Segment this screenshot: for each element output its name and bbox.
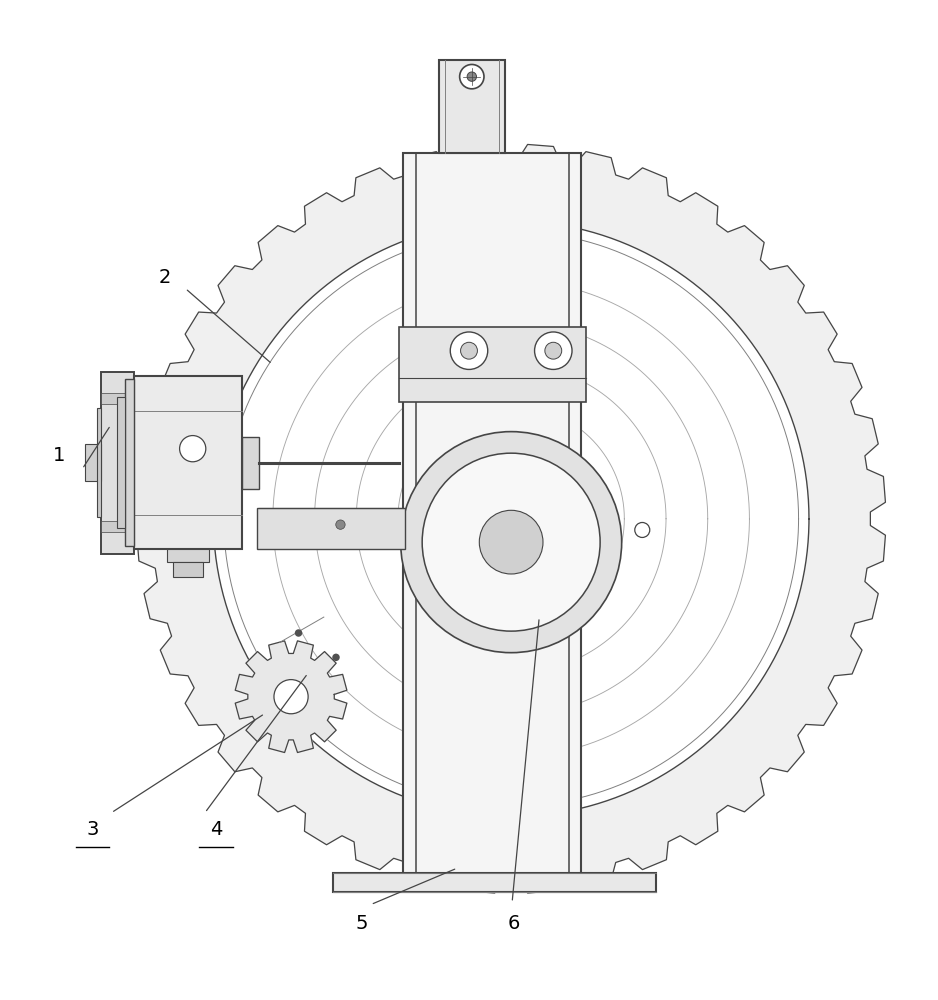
Bar [439,60,505,153]
Polygon shape [235,641,347,753]
Circle shape [295,629,302,637]
Circle shape [332,654,340,661]
Circle shape [179,436,205,462]
Bar [403,153,582,889]
Bar [257,508,405,549]
Polygon shape [213,221,809,817]
Text: 4: 4 [210,820,222,839]
Circle shape [479,510,543,574]
Bar [101,393,134,404]
Bar [101,372,134,554]
Bar [84,444,101,481]
Circle shape [422,453,600,631]
Circle shape [336,520,345,529]
Text: 6: 6 [507,914,521,933]
Circle shape [461,342,477,359]
Bar [399,327,586,402]
Circle shape [635,522,650,537]
Text: 5: 5 [356,914,368,933]
Circle shape [467,72,477,81]
Bar [173,562,203,577]
Circle shape [545,342,562,359]
Text: 3: 3 [86,820,98,839]
Bar [242,437,259,489]
Polygon shape [137,144,885,893]
Bar [101,521,134,532]
Text: 1: 1 [53,446,65,465]
Bar [117,397,125,528]
Text: 2: 2 [159,268,171,287]
Circle shape [535,332,572,369]
Bar [333,873,657,892]
Circle shape [274,680,308,714]
Circle shape [401,432,622,653]
Bar [97,408,101,517]
Circle shape [460,64,484,89]
Bar [167,549,208,562]
Bar [134,376,242,549]
Circle shape [450,332,488,369]
Bar [125,379,134,546]
